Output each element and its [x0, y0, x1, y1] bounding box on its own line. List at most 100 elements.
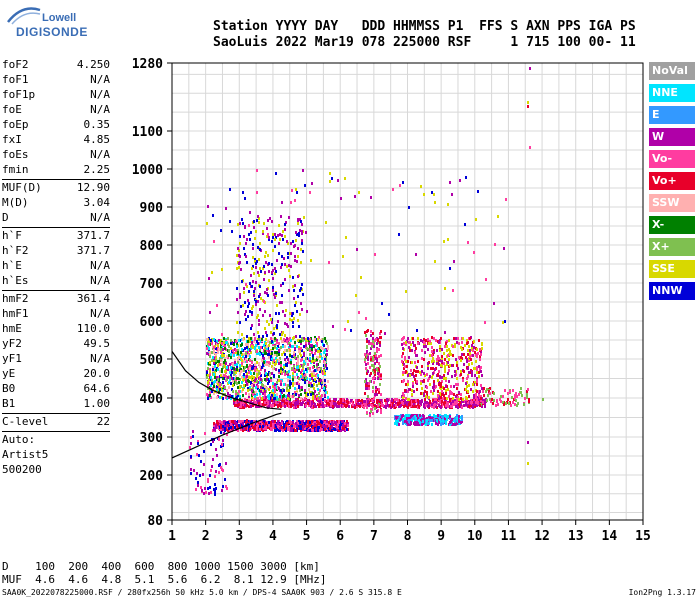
echo-point	[253, 376, 255, 379]
echo-point	[302, 428, 304, 431]
echo-point	[244, 404, 246, 407]
echo-point	[214, 493, 216, 496]
echo-point	[303, 372, 305, 375]
echo-point	[259, 365, 261, 368]
echo-point	[314, 378, 316, 381]
echo-point	[376, 359, 378, 362]
echo-point	[428, 377, 430, 380]
echo-point	[278, 252, 280, 255]
legend-item-nnw: NNW	[649, 282, 695, 300]
echo-point	[299, 335, 301, 338]
echo-point	[338, 405, 340, 408]
echo-point	[437, 390, 439, 393]
echo-point	[294, 429, 296, 432]
echo-point	[321, 357, 323, 360]
echo-point	[252, 366, 254, 369]
echo-point	[294, 425, 296, 428]
param-separator	[2, 179, 110, 180]
echo-point	[466, 385, 468, 388]
echo-point	[462, 400, 464, 403]
echo-point	[467, 241, 469, 244]
echo-point	[256, 380, 258, 383]
echo-point	[271, 372, 273, 375]
echo-point	[368, 340, 370, 343]
echo-point	[435, 422, 437, 425]
echo-point	[260, 368, 262, 371]
echo-point	[439, 401, 441, 404]
echo-point	[374, 373, 376, 376]
echo-point	[482, 401, 484, 404]
echo-point	[208, 378, 210, 381]
echo-point	[268, 236, 270, 239]
echo-point	[454, 423, 456, 426]
param-row: M(D) 3.04	[2, 195, 110, 210]
echo-point	[242, 422, 244, 425]
echo-point	[437, 374, 439, 377]
param-row: yE 20.0	[2, 366, 110, 381]
echo-point	[309, 421, 311, 424]
echo-point	[318, 404, 320, 407]
echo-point	[440, 396, 442, 399]
echo-point	[373, 345, 375, 348]
echo-point	[277, 320, 279, 323]
echo-point	[229, 363, 231, 366]
param-name: C-level	[2, 415, 49, 428]
echo-point	[318, 350, 320, 353]
echo-point	[243, 353, 245, 356]
echo-point	[426, 419, 428, 422]
echo-point	[254, 258, 256, 261]
echo-point	[476, 398, 478, 401]
echo-point	[354, 406, 356, 409]
echo-point	[279, 357, 281, 360]
echo-point	[461, 405, 463, 408]
echo-point	[472, 390, 474, 393]
echo-point	[526, 390, 528, 393]
echo-point	[230, 353, 232, 356]
echo-point	[246, 365, 248, 368]
echo-point	[378, 355, 380, 358]
echo-point	[246, 383, 248, 386]
param-name: foEs	[2, 148, 29, 161]
echo-point	[232, 428, 234, 431]
echo-point	[287, 242, 289, 245]
echo-point	[307, 420, 309, 423]
echo-point	[433, 380, 435, 383]
echo-point	[286, 265, 288, 268]
echo-point	[479, 348, 481, 351]
echo-point	[241, 362, 243, 365]
param-name: MUF(D)	[2, 181, 42, 194]
echo-point	[292, 395, 294, 398]
echo-point	[318, 426, 320, 429]
param-row: foF2 4.250	[2, 57, 110, 72]
echo-point	[283, 423, 285, 426]
echo-point	[489, 392, 491, 395]
legend-item-noval: NoVal	[649, 62, 695, 80]
echo-point	[400, 404, 402, 407]
echo-point	[264, 350, 266, 353]
echo-point	[285, 309, 287, 312]
echo-point	[319, 389, 321, 392]
echo-point	[316, 395, 318, 398]
echo-point	[269, 217, 271, 220]
echo-point	[379, 344, 381, 347]
echo-point	[248, 399, 250, 402]
echo-point	[325, 391, 327, 394]
echo-point	[238, 266, 240, 269]
echo-point	[249, 211, 251, 214]
echo-point	[449, 417, 451, 420]
echo-point	[476, 366, 478, 369]
echo-point	[421, 400, 423, 403]
echo-point	[220, 351, 222, 354]
echo-point	[214, 380, 216, 383]
echo-point	[216, 396, 218, 399]
echo-point	[279, 333, 281, 336]
echo-point	[366, 411, 368, 414]
echo-point	[358, 399, 360, 402]
echo-point	[268, 388, 270, 391]
echo-point	[241, 280, 243, 283]
echo-point	[273, 327, 275, 330]
echo-point	[360, 402, 362, 405]
echo-point	[448, 339, 450, 342]
echo-point	[429, 383, 431, 386]
echo-point	[284, 334, 286, 337]
